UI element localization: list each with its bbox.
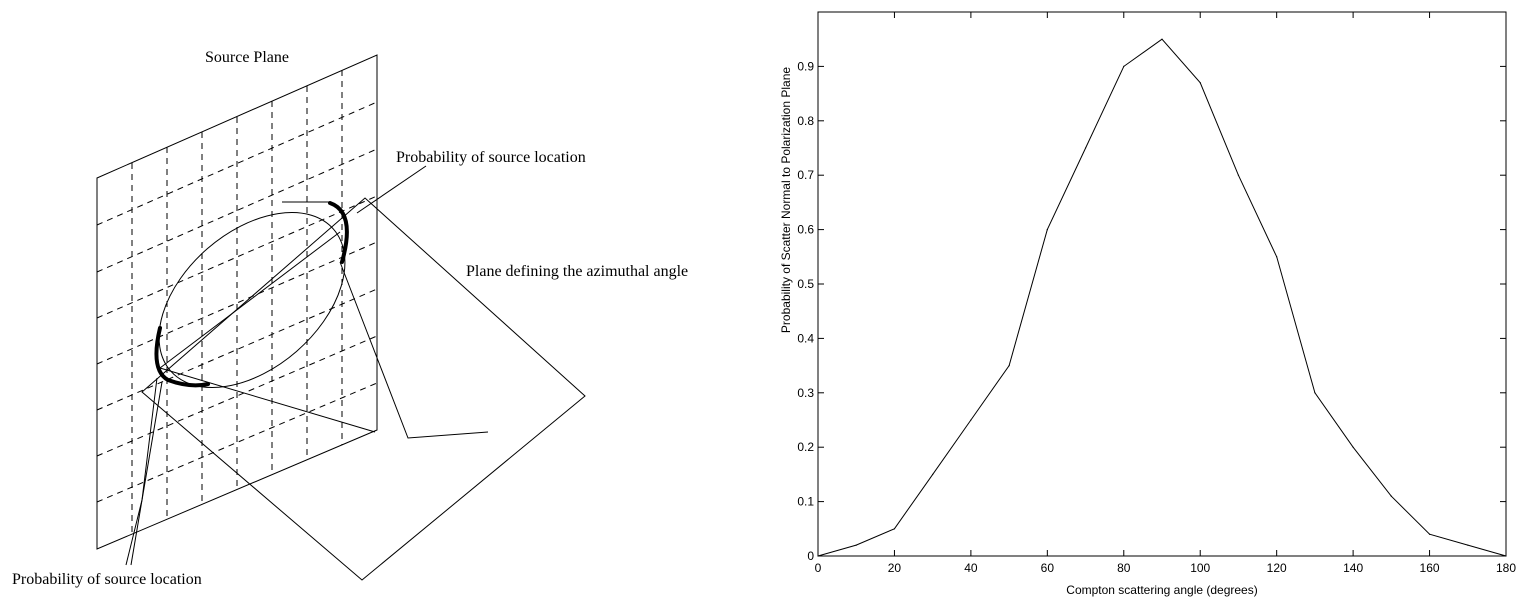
scatter-probability-chart: 0 20 40 60 80 100 120 140 160 180 0 0.1 0.2 0.3 0.4 0.… [779, 11, 1516, 597]
y-axis-label: Probability of Scatter Normal to Polariz… [779, 67, 793, 333]
x-tick-label: 160 [1420, 561, 1440, 575]
y-tick-label: 0.4 [797, 331, 814, 345]
label-azimuthal-plane: Plane defining the azimuthal angle [466, 263, 688, 280]
cone-edge-line [159, 367, 376, 433]
source-plane-vertical-grid [131, 70, 343, 534]
y-tick-label: 0.8 [797, 114, 814, 128]
data-point [1046, 229, 1048, 231]
x-tick-label: 100 [1190, 561, 1210, 575]
x-tick-label: 120 [1267, 561, 1287, 575]
plot-frame [817, 11, 1507, 557]
data-point [1352, 446, 1354, 448]
data-point [1237, 174, 1240, 176]
x-tick-label: 20 [888, 561, 902, 575]
source-plane-horizontal-grid [96, 101, 378, 503]
data-point [1199, 82, 1201, 84]
label-probability-top: Probability of source location [396, 149, 586, 166]
x-tick-label: 180 [1496, 561, 1516, 575]
y-tick-label: 0.7 [797, 168, 814, 182]
y-tick-label: 0 [807, 549, 814, 563]
data-point [893, 528, 896, 530]
data-point [932, 473, 934, 475]
data-point [970, 419, 972, 421]
y-tick-label: 0.6 [797, 223, 814, 237]
x-axis-ticks: 0 20 40 60 80 100 120 140 160 180 [815, 12, 1516, 575]
x-tick-label: 60 [1041, 561, 1055, 575]
y-tick-label: 0.2 [797, 440, 814, 454]
data-point [1123, 65, 1125, 67]
scatter-path [339, 261, 489, 439]
data-point [1467, 544, 1469, 546]
data-point [1161, 38, 1163, 40]
data-point [855, 544, 857, 546]
x-tick-label: 0 [815, 561, 822, 575]
y-tick-label: 0.1 [797, 495, 814, 509]
series-line [817, 38, 1507, 557]
pointer-top [356, 165, 427, 214]
data-point [1428, 533, 1431, 535]
data-point [817, 555, 819, 557]
data-point [1084, 147, 1087, 149]
x-tick-label: 40 [964, 561, 978, 575]
data-point [1390, 495, 1392, 497]
data-point [1276, 256, 1278, 258]
y-tick-label: 0.9 [797, 59, 814, 73]
x-tick-label: 80 [1117, 561, 1131, 575]
probability-arc-lower [154, 326, 210, 388]
azimuthal-plane-outline [141, 197, 586, 581]
cone-ellipse [158, 212, 346, 388]
series-points [817, 38, 1507, 557]
cone-axis-line [159, 231, 341, 369]
label-source-plane: Source Plane [205, 49, 289, 66]
pointer-bottom-2 [130, 381, 163, 566]
pointer-bottom [125, 377, 158, 566]
probability-arc-upper [328, 201, 349, 264]
label-probability-bottom: Probability of source location [12, 571, 202, 588]
y-tick-label: 0.3 [797, 386, 814, 400]
y-tick-label: 0.5 [797, 277, 814, 291]
y-axis-ticks: 0 0.1 0.2 0.3 0.4 0.5 0.6 0.7 0.8 0.9 [797, 59, 1506, 563]
data-point [1505, 555, 1507, 557]
x-axis-label: Compton scattering angle (degrees) [1066, 583, 1257, 597]
source-plane-outline [96, 54, 378, 550]
data-point [1314, 392, 1316, 394]
compton-geometry-diagram: Source Plane Probability of source locat… [12, 49, 688, 588]
x-tick-label: 140 [1343, 561, 1363, 575]
data-point [1008, 365, 1010, 367]
